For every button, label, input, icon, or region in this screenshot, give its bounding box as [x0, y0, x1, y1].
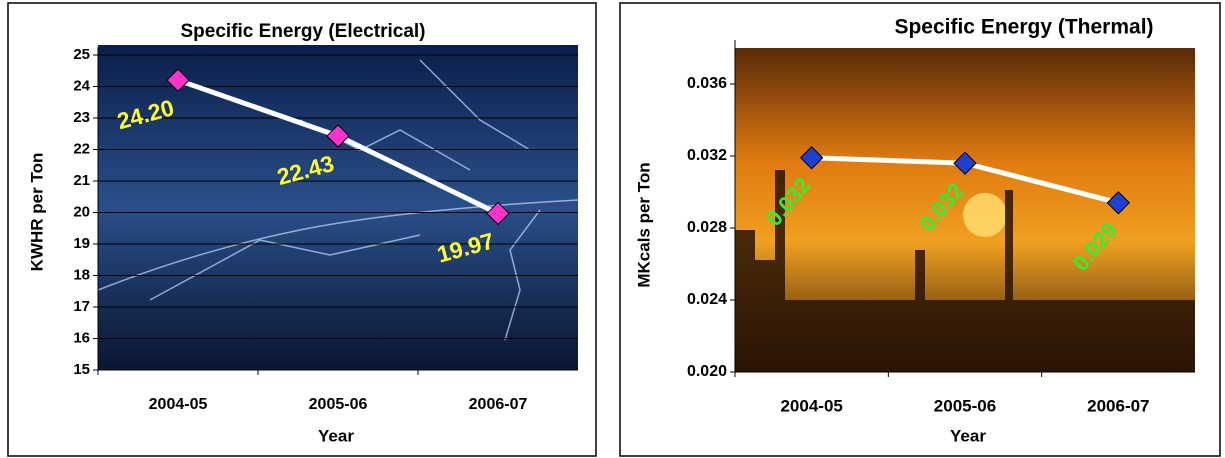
x-tick-label: 2006-07 [1087, 396, 1149, 415]
factory-silhouette [735, 170, 1195, 372]
chart-title: Specific Energy (Thermal) [894, 16, 1153, 39]
x-axis-label: Year [950, 426, 986, 445]
y-tick-label: 25 [73, 46, 90, 63]
marker [953, 151, 977, 175]
y-tick-label: 20 [73, 203, 90, 220]
x-tick-label: 2005-06 [309, 396, 368, 413]
y-tick-label: 15 [73, 361, 90, 378]
chart-title: Specific Energy (Electrical) [181, 21, 426, 42]
x-axis-label: Year [318, 426, 354, 445]
sun [963, 193, 1007, 237]
x-tick-label: 2005-06 [934, 396, 996, 415]
y-tick-label: 0.036 [687, 75, 727, 92]
y-tick-label: 23 [73, 109, 90, 126]
x-tick-label: 2006-07 [469, 396, 528, 413]
y-tick-label: 0.028 [687, 219, 727, 236]
y-tick-label: 0.032 [687, 147, 727, 164]
marker [799, 146, 824, 170]
y-axis-label: KWHR per Ton [27, 153, 46, 272]
y-tick-label: 24 [73, 77, 90, 94]
chart: Specific Energy (Electrical) KWHR per To… [7, 2, 597, 457]
x-tick-label: 2004-05 [780, 396, 842, 415]
x-tick-label: 2004-05 [149, 396, 208, 413]
y-tick-label: 22 [73, 140, 90, 157]
chart: Specific Energy (Thermal) MKcals per Ton… [619, 2, 1221, 457]
y-tick-label: 19 [73, 235, 90, 252]
y-tick-label: 0.024 [687, 291, 727, 308]
y-tick-label: 18 [73, 266, 90, 283]
marker [326, 124, 350, 148]
lightning [97, 59, 579, 341]
y-tick-label: 21 [73, 172, 90, 189]
marker [486, 201, 510, 226]
y-axis-label: MKcals per Ton [634, 162, 653, 287]
y-tick-label: 0.020 [687, 363, 727, 380]
plot-background [98, 45, 578, 370]
y-tick-label: 17 [73, 298, 90, 315]
marker [166, 68, 190, 92]
y-tick-label: 16 [73, 329, 90, 346]
marker [1106, 191, 1131, 215]
